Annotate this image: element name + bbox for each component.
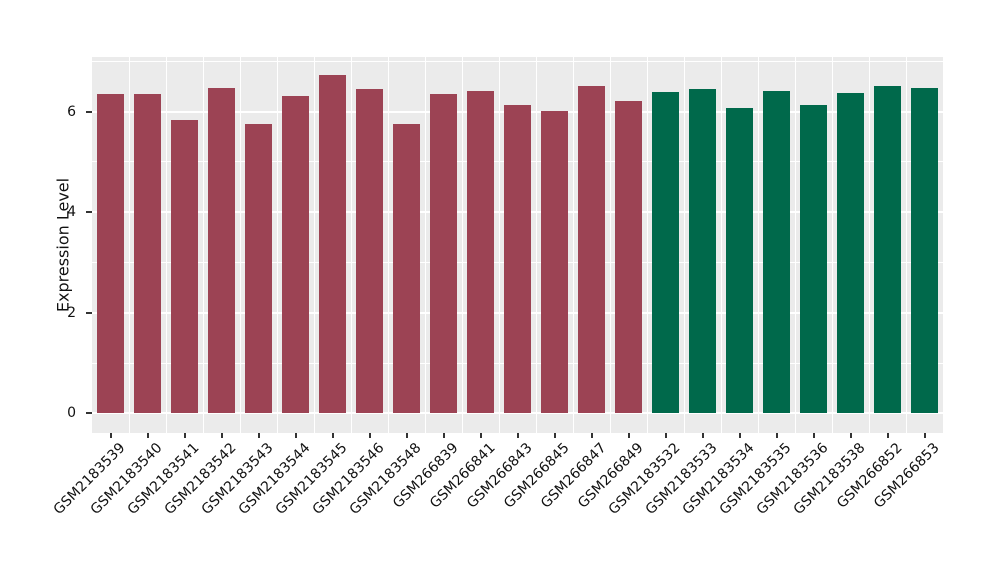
y-axis-title: Expression Level (53, 177, 73, 313)
gridline-x-boundary (128, 57, 130, 433)
x-tick-mark-GSM266839 (442, 433, 445, 438)
x-tick-mark-GSM2183543 (257, 433, 260, 438)
bar-GSM266852 (874, 85, 901, 414)
x-tick-mark-GSM2183540 (146, 433, 149, 438)
bar-GSM2183534 (726, 108, 753, 414)
x-tick-mark-GSM266847 (590, 433, 593, 438)
y-tick-mark-2 (86, 311, 92, 314)
gridline-x-boundary (424, 57, 426, 433)
x-tick-mark-GSM2183541 (183, 433, 186, 438)
bar-GSM2183542 (208, 88, 235, 414)
x-tick-mark-GSM2183548 (405, 433, 408, 438)
gridline-x-boundary (720, 57, 722, 433)
bar-GSM2183535 (763, 91, 790, 414)
gridline-x-boundary (165, 57, 167, 433)
x-tick-mark-GSM266841 (479, 433, 482, 438)
gridline-major-y0 (92, 412, 943, 415)
bar-GSM2183544 (282, 96, 309, 414)
plot-panel (92, 57, 943, 433)
x-tick-mark-GSM2183535 (775, 433, 778, 438)
bar-GSM2183538 (837, 93, 864, 414)
bar-GSM2183541 (171, 119, 198, 414)
gridline-x-boundary (387, 57, 389, 433)
gridline-x-boundary (498, 57, 500, 433)
gridline-x-boundary (683, 57, 685, 433)
bar-GSM2183539 (97, 93, 124, 414)
gridline-x-boundary (572, 57, 574, 433)
bar-GSM2183533 (689, 89, 716, 414)
gridline-x-boundary (905, 57, 907, 433)
bar-GSM266841 (467, 90, 494, 414)
y-tick-label-4: 4 (67, 204, 76, 221)
gridline-x-boundary (868, 57, 870, 433)
x-tick-mark-GSM266853 (923, 433, 926, 438)
gridline-x-boundary (757, 57, 759, 433)
y-tick-label-0: 0 (67, 405, 76, 422)
bar-GSM266847 (578, 86, 605, 414)
gridline-x-boundary (276, 57, 278, 433)
x-tick-mark-GSM2183533 (701, 433, 704, 438)
x-tick-mark-GSM266845 (553, 433, 556, 438)
x-tick-mark-GSM2183538 (849, 433, 852, 438)
bar-GSM2183536 (800, 105, 827, 414)
x-tick-mark-GSM2183536 (812, 433, 815, 438)
gridline-x-boundary (831, 57, 833, 433)
bar-GSM2183546 (356, 88, 383, 414)
bar-GSM2183548 (393, 124, 420, 414)
gridline-x-boundary (461, 57, 463, 433)
y-tick-label-2: 2 (67, 304, 76, 321)
bar-GSM266849 (615, 101, 642, 414)
bar-GSM266843 (504, 104, 531, 414)
gridline-x-boundary (535, 57, 537, 433)
x-tick-mark-GSM2183534 (738, 433, 741, 438)
y-tick-mark-4 (86, 211, 92, 214)
y-tick-label-6: 6 (67, 103, 76, 120)
bar-GSM266845 (541, 110, 568, 414)
y-tick-mark-6 (86, 110, 92, 113)
gridline-x-boundary (350, 57, 352, 433)
gridline-x-boundary (313, 57, 315, 433)
bar-GSM2183545 (319, 74, 346, 414)
gridline-x-boundary (794, 57, 796, 433)
bar-GSM266853 (911, 88, 938, 414)
x-tick-mark-GSM2183546 (368, 433, 371, 438)
x-tick-mark-GSM2183542 (220, 433, 223, 438)
bar-GSM2183532 (652, 92, 679, 414)
x-tick-mark-GSM2183532 (664, 433, 667, 438)
gridline-x-boundary (609, 57, 611, 433)
gridline-x-boundary (646, 57, 648, 433)
gridline-x-boundary (239, 57, 241, 433)
gridline-x-boundary (202, 57, 204, 433)
x-tick-mark-GSM2183545 (331, 433, 334, 438)
x-tick-mark-GSM2183544 (294, 433, 297, 438)
bar-GSM2183543 (245, 123, 272, 414)
x-tick-mark-GSM266852 (886, 433, 889, 438)
bar-GSM266839 (430, 93, 457, 414)
gridline-minor-y7 (92, 60, 943, 62)
bar-GSM2183540 (134, 93, 161, 414)
x-tick-mark-GSM266849 (627, 433, 630, 438)
y-tick-mark-0 (86, 412, 92, 415)
x-tick-mark-GSM2183539 (109, 433, 112, 438)
x-tick-mark-GSM266843 (516, 433, 519, 438)
